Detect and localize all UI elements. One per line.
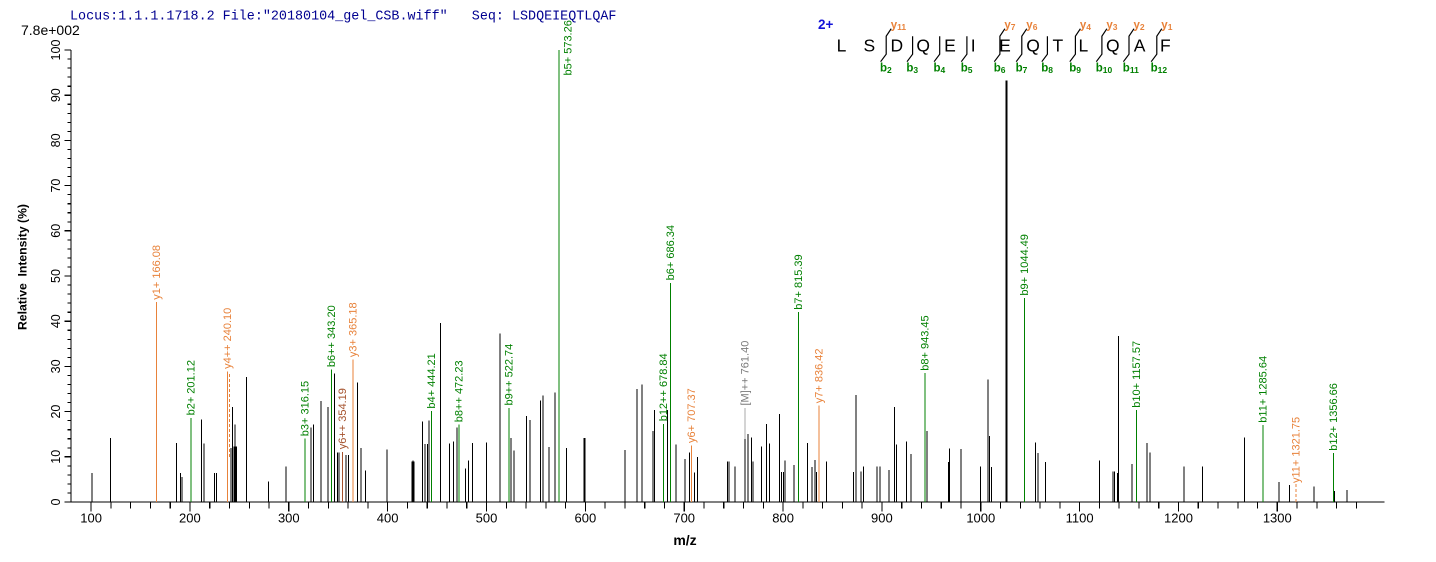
svg-text:b6+ 686.34: b6+ 686.34	[665, 225, 677, 280]
svg-text:100: 100	[49, 40, 63, 61]
svg-text:60: 60	[49, 224, 63, 238]
svg-text:700: 700	[673, 511, 695, 526]
svg-text:b9+ 1044.49: b9+ 1044.49	[1019, 234, 1031, 295]
svg-text:y6++ 354.19: y6++ 354.19	[337, 388, 349, 449]
svg-text:0: 0	[49, 498, 63, 505]
svg-text:y6: y6	[1026, 20, 1037, 33]
svg-text:L: L	[1079, 36, 1089, 56]
svg-text:1000: 1000	[966, 511, 995, 526]
svg-text:b12: b12	[1151, 63, 1168, 76]
svg-text:Q: Q	[1106, 36, 1120, 56]
svg-text:y11+ 1321.75: y11+ 1321.75	[1290, 417, 1302, 483]
svg-text:200: 200	[179, 511, 201, 526]
svg-text:Q: Q	[1026, 36, 1040, 56]
svg-text:Relative Intensity (%): Relative Intensity (%)	[16, 204, 30, 330]
svg-text:b7: b7	[1016, 63, 1028, 76]
svg-text:b4+ 444.21: b4+ 444.21	[426, 353, 438, 408]
svg-text:S: S	[863, 36, 875, 56]
svg-text:800: 800	[772, 511, 794, 526]
svg-text:E: E	[944, 36, 956, 56]
svg-text:600: 600	[575, 511, 597, 526]
svg-text:b2+ 201.12: b2+ 201.12	[186, 360, 198, 415]
svg-text:y2: y2	[1134, 20, 1145, 33]
svg-text:b5: b5	[961, 63, 973, 76]
svg-text:1200: 1200	[1164, 511, 1193, 526]
svg-text:b3+ 316.15: b3+ 316.15	[299, 381, 311, 436]
svg-text:A: A	[1134, 36, 1146, 56]
svg-text:Q: Q	[916, 36, 930, 56]
svg-text:90: 90	[49, 88, 63, 102]
svg-text:b10: b10	[1096, 63, 1113, 76]
svg-text:b9++ 522.74: b9++ 522.74	[504, 344, 516, 406]
svg-text:b3: b3	[906, 63, 918, 76]
svg-text:b6: b6	[994, 63, 1006, 76]
svg-text:y7+ 836.42: y7+ 836.42	[814, 348, 826, 403]
svg-text:y7: y7	[1004, 20, 1015, 33]
svg-text:b11: b11	[1123, 63, 1139, 76]
svg-text:y4++ 240.10: y4++ 240.10	[222, 308, 234, 369]
svg-text:y6+ 707.37: y6+ 707.37	[686, 388, 698, 443]
svg-text:b8++ 472.23: b8++ 472.23	[454, 360, 466, 422]
svg-text:20: 20	[49, 405, 63, 419]
svg-text:Locus:1.1.1.1718.2 File:"20180: Locus:1.1.1.1718.2 File:"20180104_gel_CS…	[70, 10, 616, 25]
svg-text:m/z: m/z	[673, 532, 696, 548]
svg-text:b4: b4	[934, 63, 946, 76]
svg-text:b5+ 573.26: b5+ 573.26	[562, 20, 574, 75]
svg-text:10: 10	[49, 450, 63, 464]
svg-text:E: E	[999, 36, 1011, 56]
svg-text:I: I	[971, 36, 976, 56]
svg-text:50: 50	[49, 269, 63, 283]
svg-text:900: 900	[871, 511, 893, 526]
svg-text:100: 100	[80, 511, 102, 526]
svg-text:y4: y4	[1080, 20, 1091, 33]
svg-text:30: 30	[49, 359, 63, 373]
svg-text:T: T	[1053, 36, 1064, 56]
svg-text:y3+ 365.18: y3+ 365.18	[348, 302, 360, 357]
svg-text:7.8e+002: 7.8e+002	[21, 22, 80, 38]
svg-text:400: 400	[377, 511, 399, 526]
svg-text:b7+ 815.39: b7+ 815.39	[793, 254, 805, 309]
svg-text:80: 80	[49, 133, 63, 147]
svg-text:b10+ 1157.57: b10+ 1157.57	[1131, 341, 1143, 408]
svg-text:b11+ 1285.64: b11+ 1285.64	[1258, 356, 1270, 423]
svg-text:b8: b8	[1041, 63, 1053, 76]
svg-text:b12++ 678.84: b12++ 678.84	[658, 353, 670, 421]
svg-text:b12+ 1356.66: b12+ 1356.66	[1328, 383, 1340, 451]
svg-text:300: 300	[278, 511, 300, 526]
svg-text:L: L	[837, 36, 847, 56]
svg-text:b2: b2	[880, 63, 892, 76]
svg-text:y11: y11	[891, 20, 907, 33]
svg-text:y1: y1	[1161, 20, 1172, 33]
svg-text:40: 40	[49, 314, 63, 328]
svg-text:F: F	[1160, 36, 1171, 56]
svg-text:2+: 2+	[818, 17, 834, 32]
svg-text:500: 500	[476, 511, 498, 526]
svg-text:D: D	[890, 36, 903, 56]
svg-text:1100: 1100	[1066, 511, 1094, 526]
svg-text:70: 70	[49, 179, 63, 193]
svg-text:[M]++ 761.40: [M]++ 761.40	[740, 341, 752, 406]
svg-text:b9: b9	[1069, 63, 1081, 76]
svg-text:b6++ 343.20: b6++ 343.20	[326, 305, 338, 367]
svg-text:y1+ 166.08: y1+ 166.08	[151, 245, 163, 300]
svg-text:1300: 1300	[1263, 511, 1292, 526]
svg-text:y3: y3	[1106, 20, 1117, 33]
svg-text:b8+ 943.45: b8+ 943.45	[919, 315, 931, 370]
